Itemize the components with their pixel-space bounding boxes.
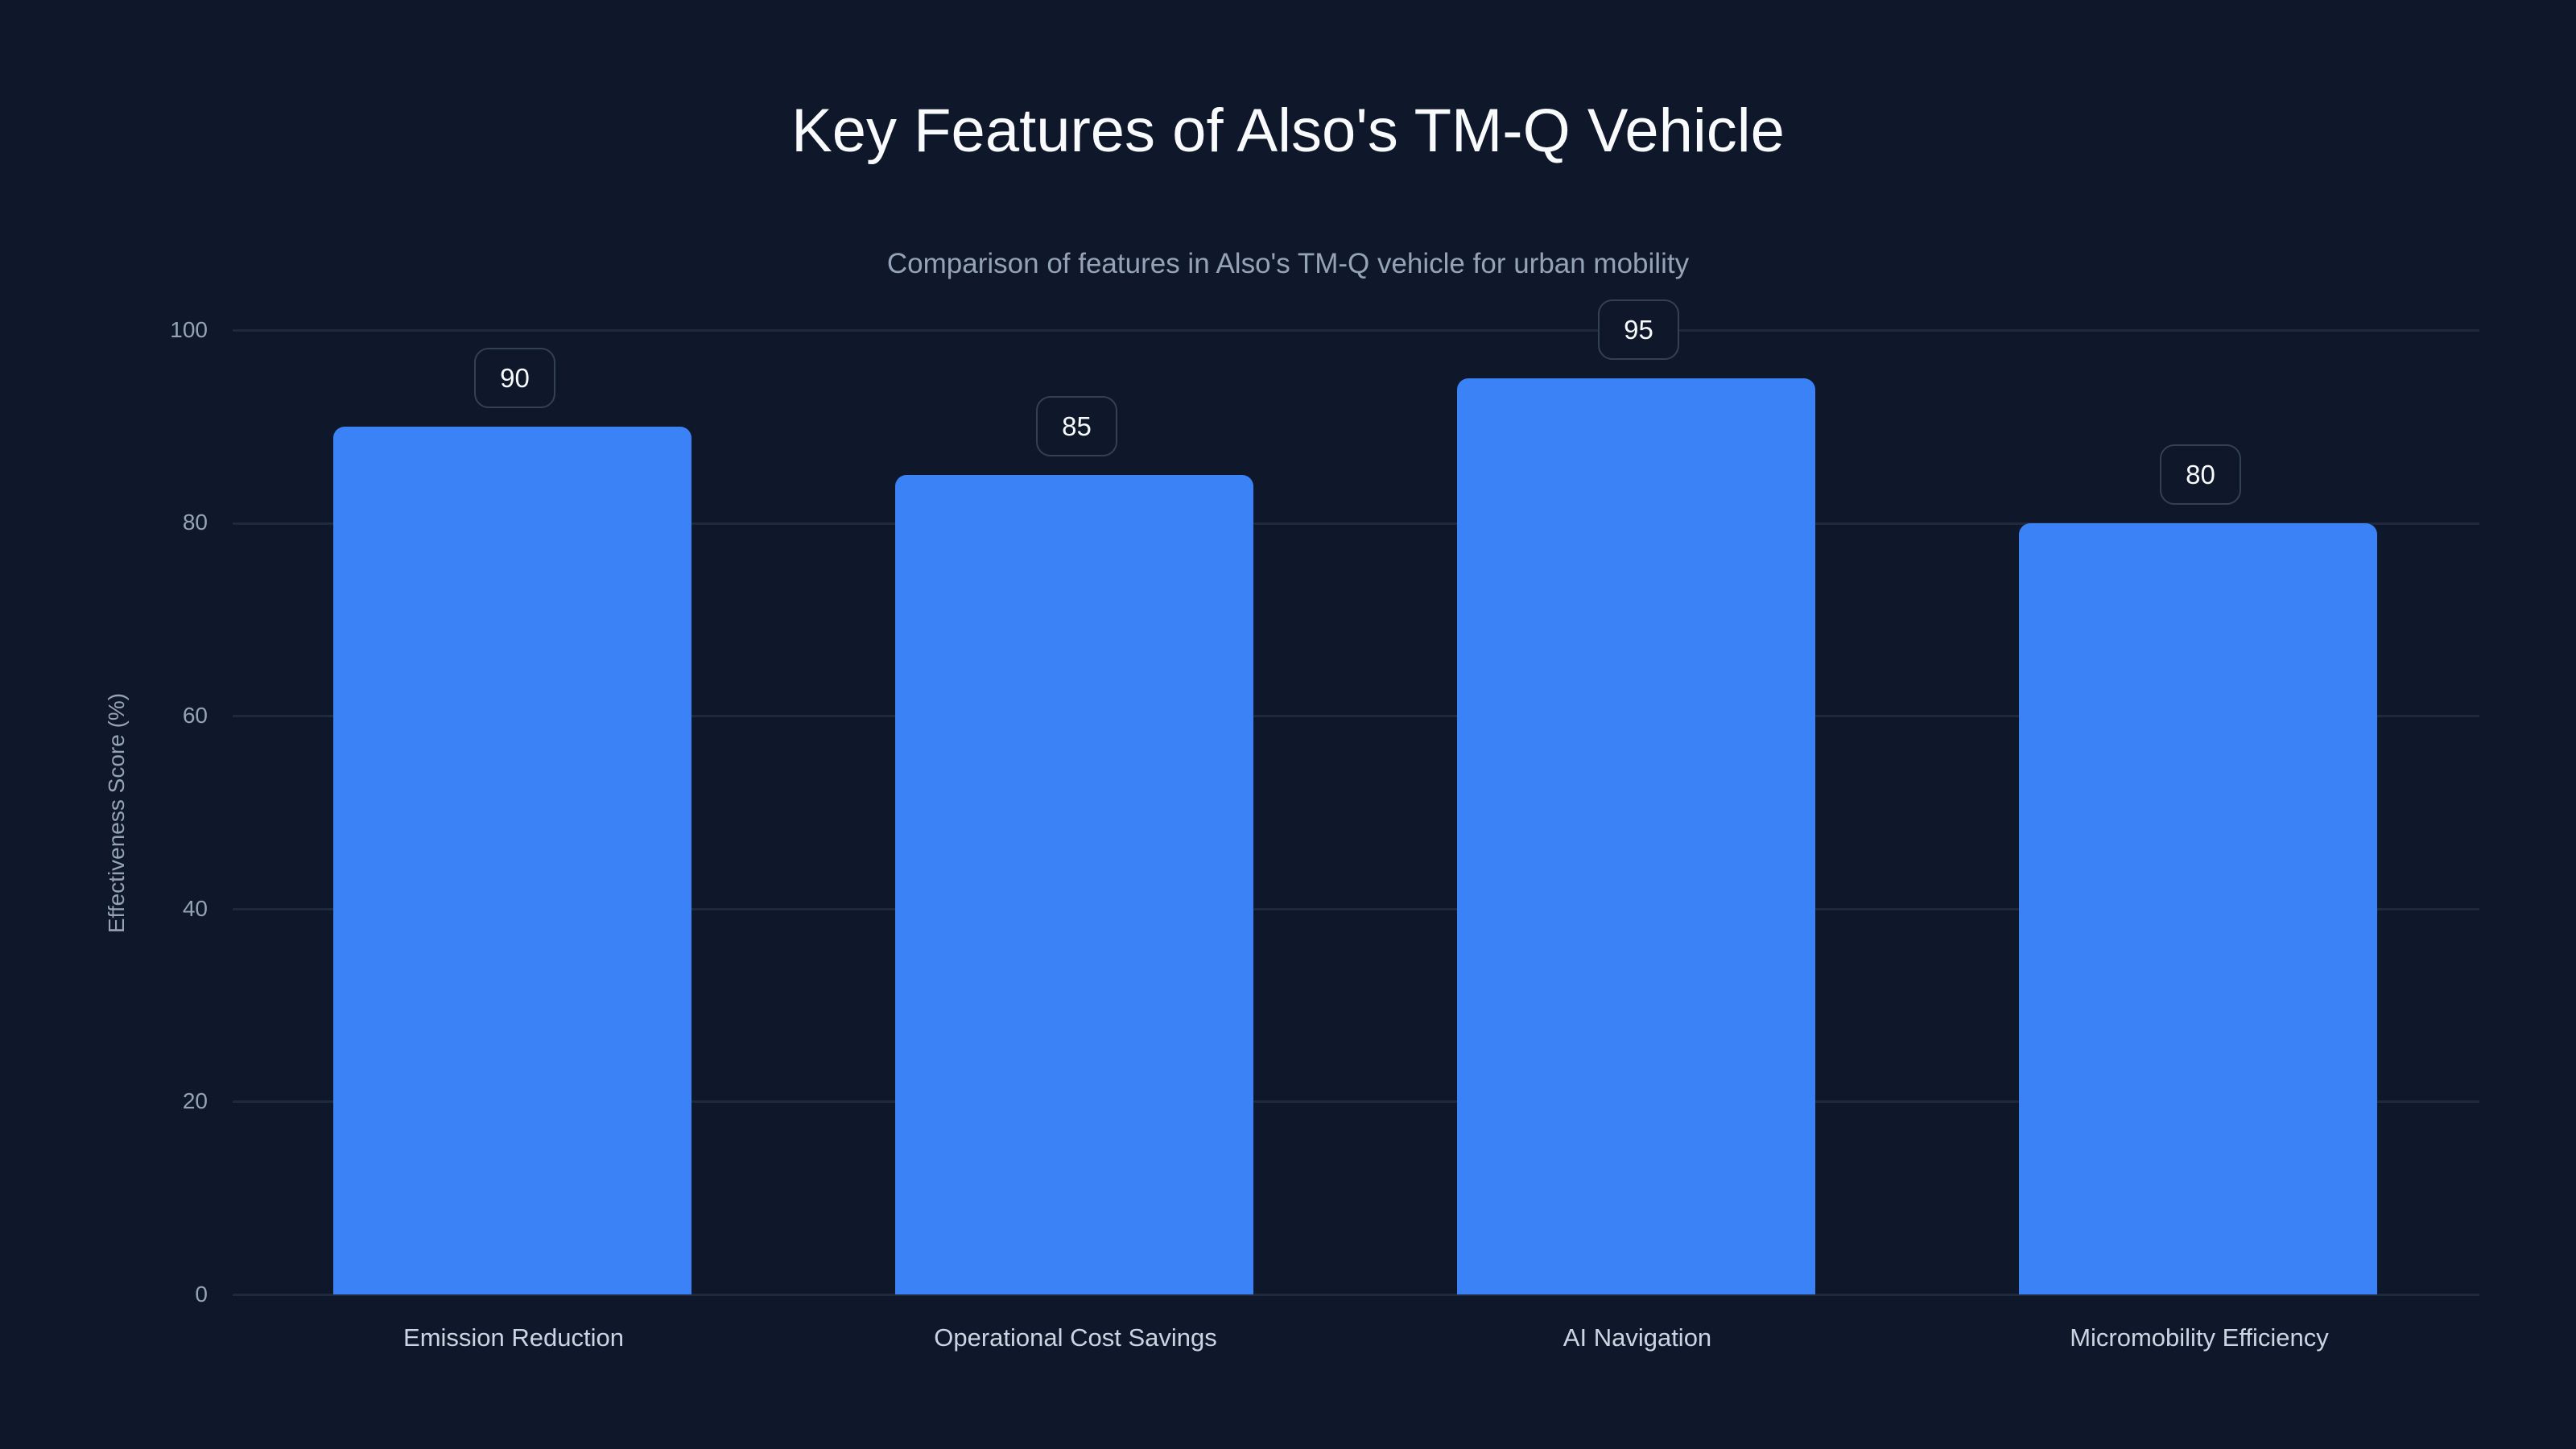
bar-micromobility-efficiency[interactable] bbox=[2019, 523, 2377, 1294]
y-axis-label: Effectiveness Score (%) bbox=[104, 692, 129, 934]
x-label: Micromobility Efficiency bbox=[2070, 1323, 2329, 1352]
gridline-40 bbox=[233, 908, 2479, 910]
gridline-20 bbox=[233, 1100, 2479, 1103]
x-label: Emission Reduction bbox=[403, 1323, 624, 1352]
bar-operational-cost-savings[interactable] bbox=[895, 475, 1253, 1294]
value-label: 80 bbox=[2160, 444, 2241, 505]
gridline-0 bbox=[233, 1294, 2479, 1296]
chart-title: Key Features of Also's TM-Q Vehicle bbox=[791, 97, 1785, 165]
y-tick-20: 20 bbox=[182, 1088, 208, 1113]
value-label: 85 bbox=[1036, 396, 1117, 456]
y-tick-100: 100 bbox=[170, 317, 208, 342]
gridline-80 bbox=[233, 522, 2479, 525]
x-label: AI Navigation bbox=[1563, 1323, 1712, 1352]
value-label: 90 bbox=[474, 348, 555, 408]
gridline-100 bbox=[233, 329, 2479, 332]
x-label: Operational Cost Savings bbox=[934, 1323, 1217, 1352]
value-label: 95 bbox=[1598, 299, 1679, 360]
gridline-60 bbox=[233, 715, 2479, 717]
plot-area: 90 85 95 80 bbox=[233, 299, 2479, 1296]
y-tick-0: 0 bbox=[195, 1282, 208, 1307]
y-tick-60: 60 bbox=[182, 703, 208, 728]
chart-subtitle: Comparison of features in Also's TM-Q ve… bbox=[886, 248, 1690, 279]
bar-emission-reduction[interactable] bbox=[333, 427, 691, 1294]
bar-ai-navigation[interactable] bbox=[1457, 378, 1815, 1294]
y-tick-40: 40 bbox=[182, 896, 208, 921]
y-tick-80: 80 bbox=[182, 510, 208, 535]
